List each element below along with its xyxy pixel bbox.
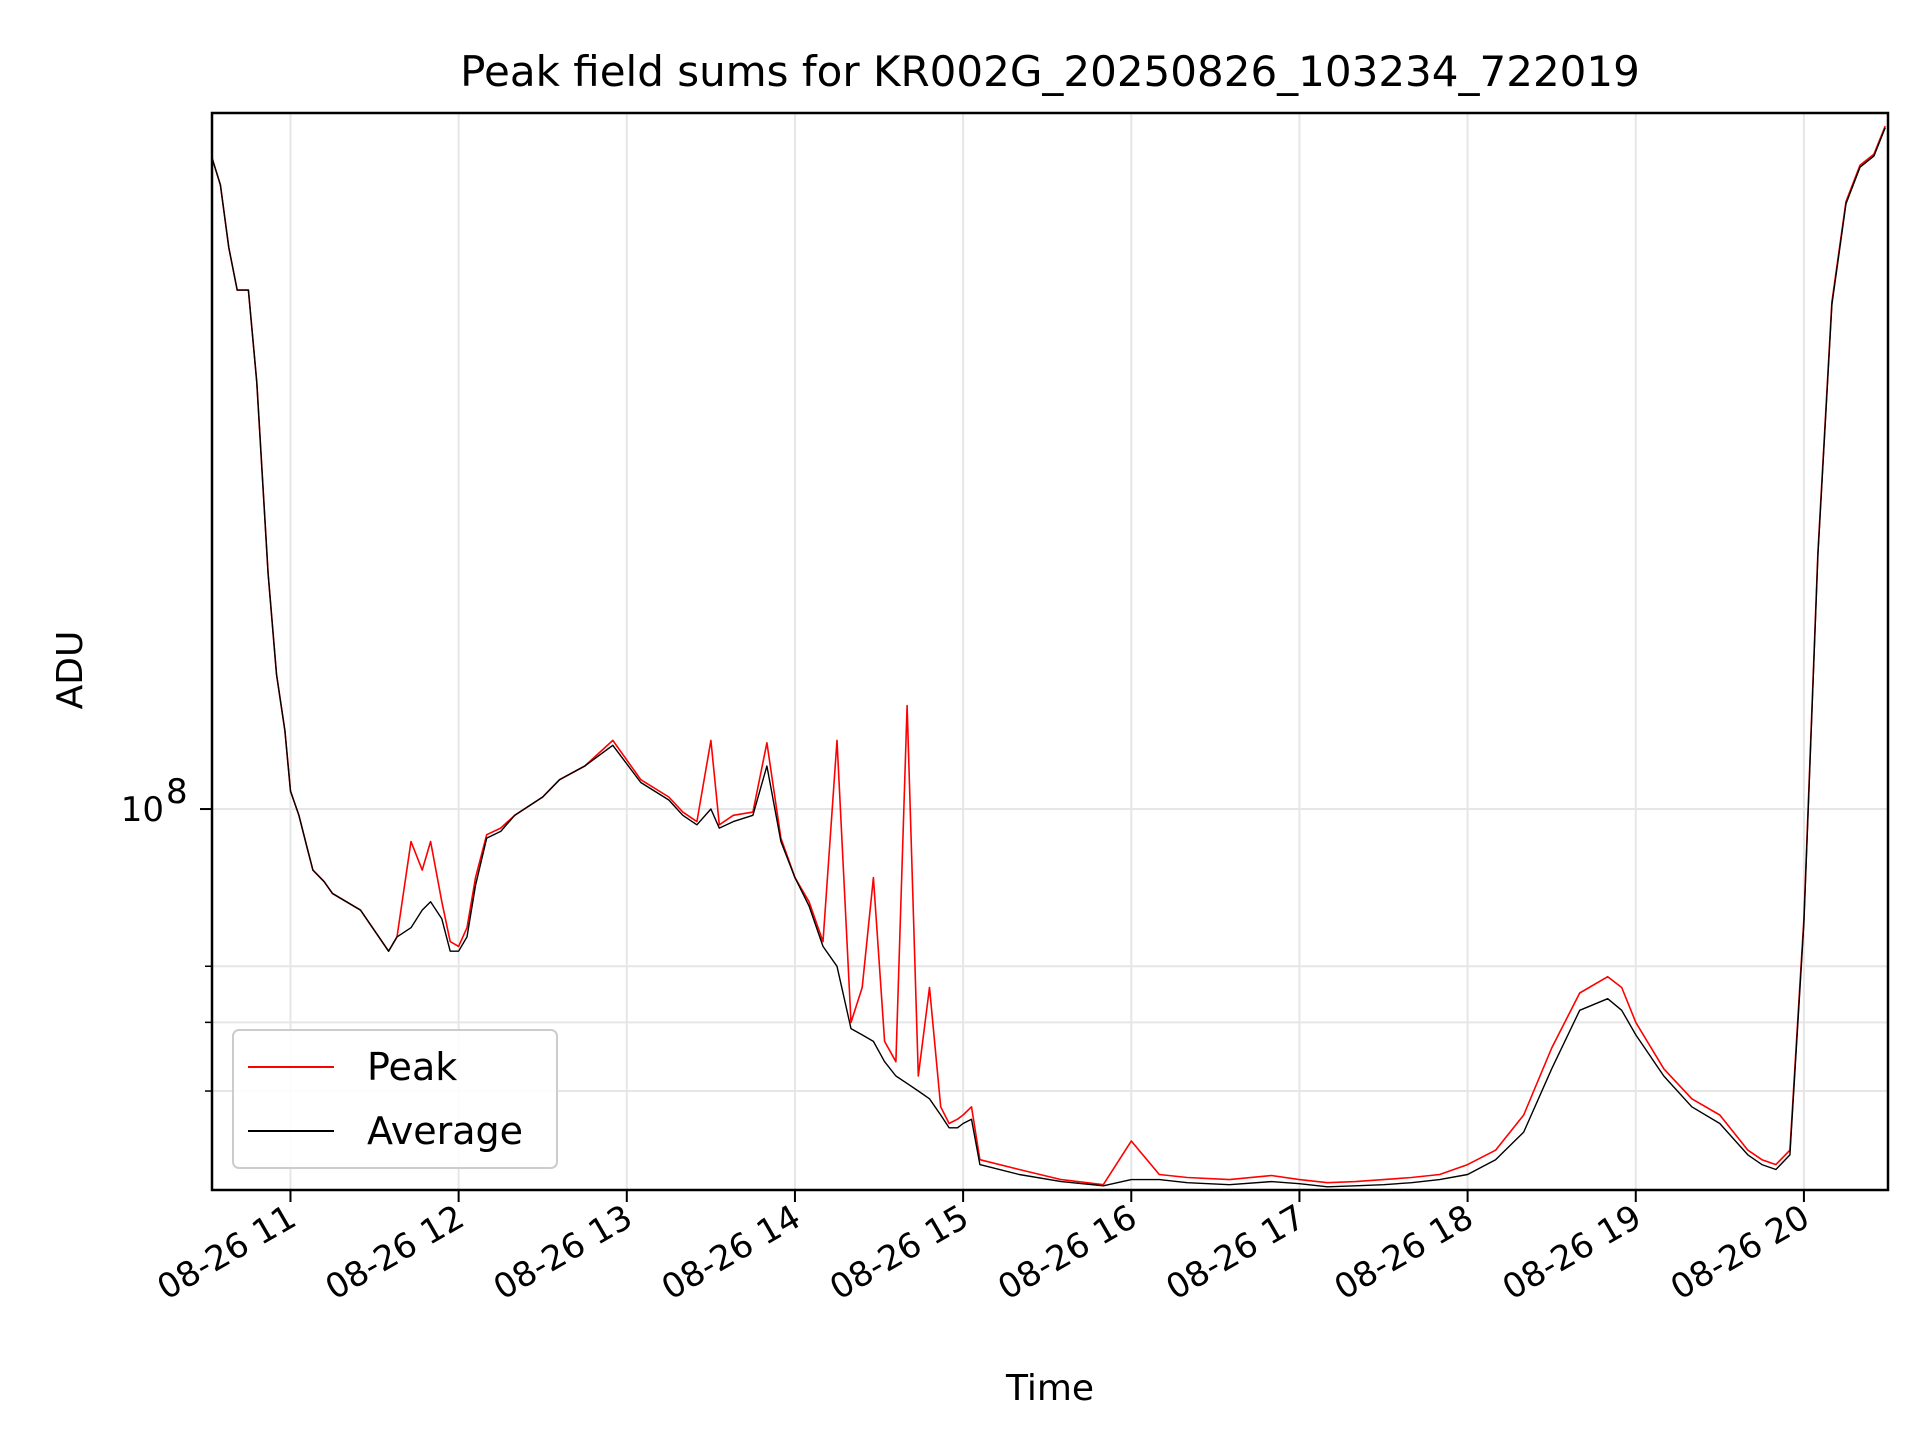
series-layer (211, 125, 1886, 1188)
chart-title: Peak field sums for KR002G_20250826_1032… (460, 47, 1640, 96)
series-line-average (211, 127, 1886, 1188)
legend: Peak Average (232, 1029, 558, 1169)
y-tick-exponent: 8 (166, 772, 188, 812)
legend-box (232, 1029, 558, 1169)
y-tick-label: 10 (121, 790, 164, 830)
x-axis-title: Time (1005, 1368, 1094, 1409)
legend-label-average: Average (367, 1109, 523, 1153)
legend-label-peak: Peak (367, 1045, 457, 1089)
plot-frame (210, 111, 1890, 1192)
y-axis-title: ADU (50, 631, 91, 710)
grid-layer (212, 113, 1888, 1190)
